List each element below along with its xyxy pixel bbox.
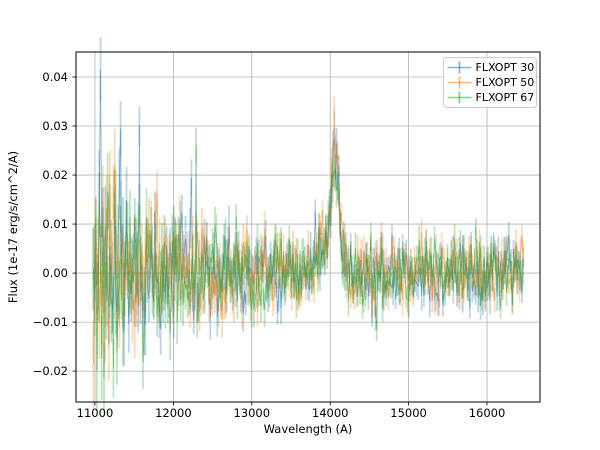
legend: FLXOPT 30 FLXOPT 50 FLXOPT 67 xyxy=(443,57,537,108)
errorbar-marker-icon xyxy=(447,76,472,89)
axes-spines xyxy=(72,51,541,406)
y-tick-label: 0.02 xyxy=(42,168,68,182)
x-tick-label: 12000 xyxy=(155,406,192,420)
errorbar-marker-icon xyxy=(447,91,472,104)
data-series xyxy=(92,37,524,414)
legend-box xyxy=(443,57,537,108)
x-tick-label: 14000 xyxy=(312,406,349,420)
legend-entry-label: FLXOPT 30 xyxy=(476,61,535,74)
spectrum-line xyxy=(92,145,524,379)
y-tick-label: −0.01 xyxy=(33,315,68,329)
x-tick-label: 16000 xyxy=(469,406,506,420)
plot-border xyxy=(75,51,541,403)
x-tick-label: 11000 xyxy=(77,406,114,420)
legend-entry-label: FLXOPT 67 xyxy=(476,91,535,104)
tick-labels: 11000 12000 13000 14000 15000 16000 −0.02 −0.01… xyxy=(33,70,506,420)
x-tick-label: 13000 xyxy=(233,406,270,420)
y-tick-label: 0.00 xyxy=(42,266,68,280)
y-tick-label: 0.01 xyxy=(42,217,68,231)
x-axis-label: Wavelength (A) xyxy=(264,422,353,436)
y-tick-label: 0.04 xyxy=(42,70,68,84)
y-axis-label: Flux (1e-17 erg/s/cm^2/A) xyxy=(6,151,20,303)
legend-entry-label: FLXOPT 50 xyxy=(476,76,535,89)
x-tick-label: 15000 xyxy=(390,406,427,420)
y-tick-label: 0.03 xyxy=(42,119,68,133)
errorbar-marker-icon xyxy=(447,61,472,74)
spectrum-line xyxy=(92,108,524,365)
y-tick-label: −0.02 xyxy=(33,364,68,378)
